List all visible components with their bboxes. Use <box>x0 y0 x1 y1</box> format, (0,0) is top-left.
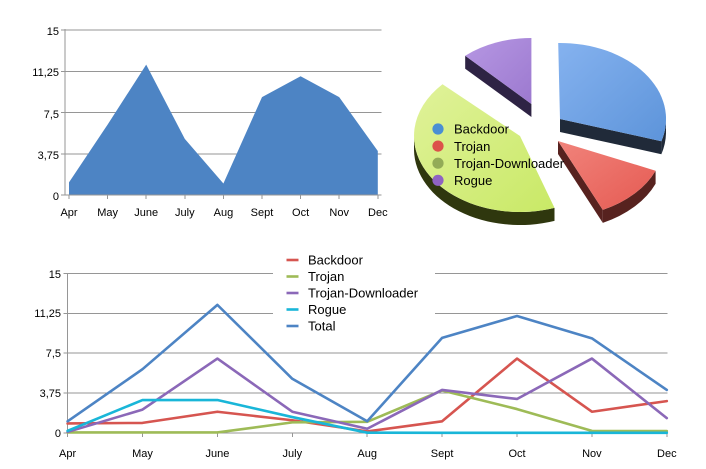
svg-text:3,75: 3,75 <box>40 388 61 400</box>
svg-text:Oct: Oct <box>508 448 525 460</box>
svg-text:Dec: Dec <box>368 207 388 219</box>
svg-text:Trojan-Downloader: Trojan-Downloader <box>454 156 565 171</box>
svg-text:Aug: Aug <box>357 448 377 460</box>
svg-text:Trojan: Trojan <box>308 269 344 284</box>
svg-text:Oct: Oct <box>292 207 309 219</box>
svg-text:Sept: Sept <box>251 207 274 219</box>
svg-text:June: June <box>205 448 229 460</box>
svg-text:Trojan-Downloader: Trojan-Downloader <box>308 286 419 301</box>
svg-text:11,25: 11,25 <box>34 308 61 320</box>
svg-text:Total: Total <box>308 319 336 334</box>
svg-text:June: June <box>134 207 158 219</box>
svg-text:0: 0 <box>55 428 61 440</box>
svg-text:Apr: Apr <box>60 207 77 219</box>
svg-text:Dec: Dec <box>657 448 677 460</box>
svg-text:15: 15 <box>49 269 61 281</box>
svg-text:July: July <box>175 207 195 219</box>
svg-text:Trojan: Trojan <box>454 139 490 154</box>
svg-text:Nov: Nov <box>329 207 349 219</box>
svg-text:Apr: Apr <box>59 448 76 460</box>
svg-text:May: May <box>97 207 118 219</box>
svg-text:Backdoor: Backdoor <box>454 122 510 137</box>
svg-text:July: July <box>283 448 303 460</box>
svg-text:Sept: Sept <box>431 448 454 460</box>
svg-text:7,5: 7,5 <box>46 348 61 360</box>
svg-text:0: 0 <box>53 191 59 203</box>
svg-text:7,5: 7,5 <box>44 109 59 121</box>
svg-text:Nov: Nov <box>582 448 602 460</box>
svg-text:11,25: 11,25 <box>32 67 59 79</box>
svg-text:3,75: 3,75 <box>38 150 59 162</box>
svg-text:15: 15 <box>47 26 59 38</box>
svg-text:Backdoor: Backdoor <box>308 253 364 268</box>
svg-text:Rogue: Rogue <box>454 173 492 188</box>
svg-text:Rogue: Rogue <box>308 302 346 317</box>
svg-text:May: May <box>132 448 153 460</box>
svg-text:Aug: Aug <box>214 207 234 219</box>
